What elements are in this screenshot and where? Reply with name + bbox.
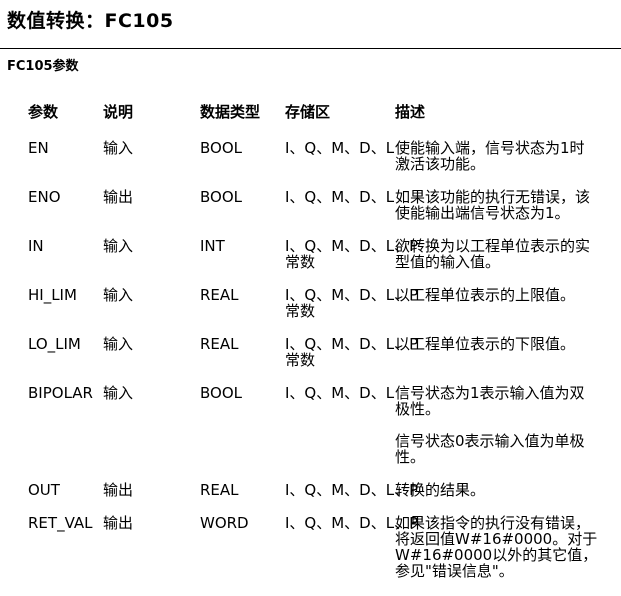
datatype-cell: REAL [200,335,239,353]
section-label: FC105参数 [7,59,79,74]
param-name-cell: BIPOLAR [28,384,93,402]
memory-area-cell: I、Q、M、D、L [285,139,395,157]
param-name-cell: HI_LIM [28,286,77,304]
description-cell: 转换的结果。 [395,481,486,499]
memory-area-cell: I、Q、M、D、L [285,384,395,402]
param-name-cell: EN [28,139,49,157]
param-table: 参数 说明 数据类型 存储区 描述 EN 输入 BOOL I、Q、M、D、L 使能输入端… [28,104,608,596]
memory-area-cell: I、Q、M、D、L [285,188,395,206]
memory-area-cell: I、Q、M、D、L、P [285,481,419,499]
param-name-cell: LO_LIM [28,335,81,353]
datatype-cell: WORD [200,514,249,532]
param-name-cell: ENO [28,188,61,206]
description-cell: 信号状态为1表示输入值为双 极性。 信号状态0表示输入值为单极 性。 [395,384,585,466]
table-body: EN 输入 BOOL I、Q、M、D、L 使能输入端，信号状态为1时 激活该功能。 ENO… [28,140,608,579]
title-divider [0,48,621,49]
col-header-declaration: 说明 [103,103,134,121]
col-header-description: 描述 [395,103,426,121]
table-row: BIPOLAR 输入 BOOL I、Q、M、D、L 信号状态为1表示输入值为双 极性。 … [28,385,608,465]
param-name-cell: OUT [28,481,60,499]
description-cell: 如果该指令的执行没有错误， 将返回值W#16#0000。对于 W#16#0000… [395,514,598,580]
memory-area-cell: I、Q、M、D、L、P 常数 [285,335,419,369]
table-row: HI_LIM 输入 REAL I、Q、M、D、L、P 常数 以工程单位表示的上限值。 [28,287,608,319]
declaration-cell: 输出 [103,481,134,499]
col-header-param: 参数 [28,103,59,121]
declaration-cell: 输入 [103,286,134,304]
datatype-cell: BOOL [200,139,242,157]
table-row: ENO 输出 BOOL I、Q、M、D、L 如果该功能的执行无错误，该 使能输出端信号状… [28,189,608,221]
col-header-datatype: 数据类型 [200,103,261,121]
description-cell: 如果该功能的执行无错误，该 使能输出端信号状态为1。 [395,188,591,222]
memory-area-cell: I、Q、M、D、L、P 常数 [285,286,419,320]
description-cell: 欲转换为以工程单位表示的实 型值的输入值。 [395,237,591,271]
description-cell: 以工程单位表示的上限值。 [395,286,576,304]
col-header-memory-area: 存储区 [285,103,331,121]
table-row: IN 输入 INT I、Q、M、D、L、P 常数 欲转换为以工程单位表示的实 型值的输入… [28,238,608,270]
description-cell: 使能输入端，信号状态为1时 激活该功能。 [395,139,585,173]
memory-area-cell: I、Q、M、D、L、P [285,514,419,532]
table-row: OUT 输出 REAL I、Q、M、D、L、P 转换的结果。 [28,482,608,498]
declaration-cell: 输入 [103,237,134,255]
declaration-cell: 输入 [103,384,134,402]
declaration-cell: 输出 [103,188,134,206]
table-row: RET_VAL 输出 WORD I、Q、M、D、L、P 如果该指令的执行没有错误， 将返… [28,515,608,579]
param-name-cell: IN [28,237,44,255]
page-title: 数值转换：FC105 [7,10,174,32]
param-name-cell: RET_VAL [28,514,93,532]
datatype-cell: REAL [200,481,239,499]
description-cell: 以工程单位表示的下限值。 [395,335,576,353]
declaration-cell: 输入 [103,139,134,157]
memory-area-cell: I、Q、M、D、L、P 常数 [285,237,419,271]
datatype-cell: REAL [200,286,239,304]
datatype-cell: BOOL [200,384,242,402]
table-row: LO_LIM 输入 REAL I、Q、M、D、L、P 常数 以工程单位表示的下限值。 [28,336,608,368]
declaration-cell: 输出 [103,514,134,532]
datatype-cell: BOOL [200,188,242,206]
table-row: EN 输入 BOOL I、Q、M、D、L 使能输入端，信号状态为1时 激活该功能。 [28,140,608,172]
declaration-cell: 输入 [103,335,134,353]
table-header-row: 参数 说明 数据类型 存储区 描述 [28,104,608,120]
datatype-cell: INT [200,237,225,255]
